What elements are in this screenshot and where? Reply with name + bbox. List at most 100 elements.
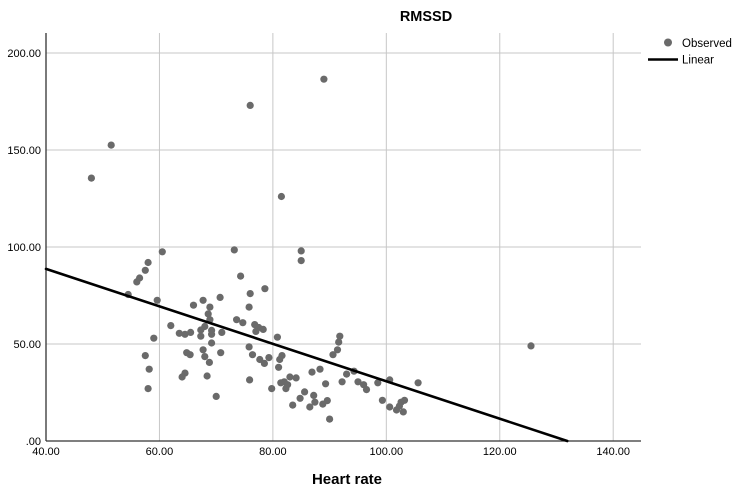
legend: Observed Linear [648,38,732,67]
data-point [150,334,158,342]
data-point [237,272,245,280]
legend-label-observed: Observed [682,38,732,50]
data-point [175,329,183,337]
data-point [296,394,304,402]
data-point [153,296,161,304]
data-point [276,355,284,364]
data-point [261,285,269,293]
data-point [319,400,327,408]
x-tick-label: 140.00 [596,446,630,458]
x-tick-label: 40.00 [32,446,60,458]
data-point [204,310,212,318]
data-point [144,385,152,393]
data-point [273,333,281,341]
data-point [259,325,267,333]
data-point [386,403,394,411]
x-tick-label: 120.00 [483,446,517,458]
data-point [260,359,268,367]
data-point [374,379,382,387]
data-point [414,379,422,387]
data-point [189,301,198,309]
data-point [203,372,211,380]
data-point [343,370,351,378]
data-point [205,358,213,366]
data-point [217,349,225,357]
data-point [144,258,152,267]
x-axis-title: Heart rate [311,471,383,488]
data-point [354,378,362,386]
data-point [186,351,194,359]
y-tick-label: 150.00 [7,145,41,157]
data-point [399,408,407,416]
data-point [292,374,300,382]
data-point [208,339,216,347]
data-point [208,330,216,338]
observed-points [87,75,535,423]
data-point [239,319,247,327]
y-tick-label: 50.00 [13,339,41,351]
data-point [187,328,195,336]
axis-tick-labels: 40.00 60.00 80.00 100.00 120.00 140.00 .00 50.0… [7,48,630,458]
data-point [233,316,241,324]
data-point [218,328,226,336]
data-point [178,373,186,381]
data-point [206,303,214,311]
data-point [133,278,141,286]
data-point [310,391,318,399]
data-point [212,392,220,400]
data-point [216,293,224,301]
data-point [301,388,309,396]
regression-line [44,267,569,443]
data-point [297,247,305,255]
data-point [338,378,346,386]
data-point [246,376,254,384]
data-point [277,192,285,201]
data-point [141,352,149,360]
gridlines [46,33,641,441]
data-point [286,373,294,381]
data-point [400,396,409,404]
data-point [199,296,207,304]
data-point [336,332,344,340]
data-point [145,365,153,373]
x-tick-label: 80.00 [259,446,287,458]
data-point [199,346,207,354]
data-point [362,386,371,394]
data-point [230,246,238,254]
data-point [311,398,319,406]
data-point [306,403,314,411]
data-point [87,174,95,182]
data-point [181,330,189,338]
y-tick-label: 100.00 [7,242,41,254]
data-point [316,365,324,373]
data-point [527,342,535,350]
data-point [378,396,386,404]
data-point [297,257,305,265]
y-tick-label: .00 [26,436,41,448]
data-point [252,327,260,335]
data-point [333,346,342,354]
linear-fit-line [44,267,569,443]
data-point [246,290,254,298]
data-point [335,338,343,346]
data-point [320,75,328,83]
data-point [201,353,209,361]
data-point [289,401,297,409]
x-tick-label: 60.00 [146,446,174,458]
data-point [158,248,166,256]
y-tick-label: 200.00 [7,48,41,60]
data-point [245,343,253,351]
data-point [201,322,209,331]
axes [45,33,641,442]
data-point [268,385,276,393]
data-point [245,303,253,311]
data-point [326,415,334,423]
data-point [322,380,330,388]
legend-label-linear: Linear [682,55,714,67]
data-point [246,101,254,109]
chart-title: RMSSD [399,9,453,25]
data-point [329,351,337,359]
data-point [265,354,273,362]
